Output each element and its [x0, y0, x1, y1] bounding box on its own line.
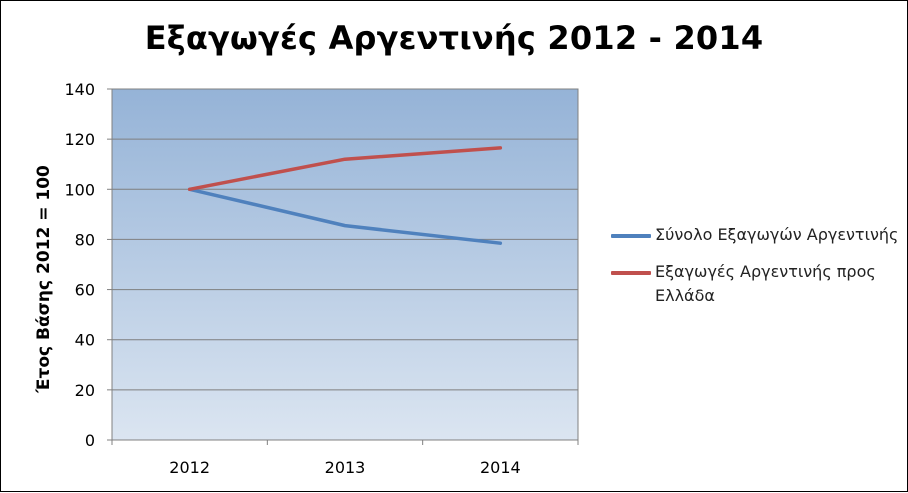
y-tick-label-40: 40: [75, 331, 95, 350]
series-lines: [187, 146, 503, 245]
series-line-0: [187, 187, 503, 245]
grid-lines: [112, 138, 578, 391]
legend-label-greece: Εξαγωγές Αργεντινής προς Ελλάδα: [655, 262, 876, 305]
y-tick-label-60: 60: [75, 281, 95, 300]
y-tick-label-140: 140: [64, 80, 95, 99]
plot-area: [111, 88, 579, 441]
legend-swatch-total: [611, 234, 651, 238]
legend-swatch-greece: [611, 271, 651, 275]
legend-item-greece: Εξαγωγές Αργεντινής προς Ελλάδα: [611, 260, 901, 308]
x-tick-label-2014: 2014: [480, 458, 521, 477]
series-line-1: [187, 146, 503, 192]
x-tick-label-2013: 2013: [325, 458, 366, 477]
chart-title: Εξαγωγές Αργεντινής 2012 - 2014: [144, 19, 764, 57]
legend-item-total: Σύνολο Εξαγωγών Αργεντινής: [611, 223, 901, 247]
x-tick-label-2012: 2012: [169, 458, 210, 477]
y-tick-label-20: 20: [75, 381, 95, 400]
axes: 0 20 40 60 80 100 120 140 2012 2013 2014: [64, 80, 579, 477]
y-tick-label-120: 120: [64, 130, 95, 149]
legend: Σύνολο Εξαγωγών Αργεντινής Εξαγωγές Αργε…: [611, 223, 901, 321]
legend-label-total: Σύνολο Εξαγωγών Αργεντινής: [655, 225, 899, 244]
y-tick-label-0: 0: [85, 431, 95, 450]
y-tick-label-80: 80: [75, 230, 95, 249]
y-tick-label-100: 100: [64, 180, 95, 199]
